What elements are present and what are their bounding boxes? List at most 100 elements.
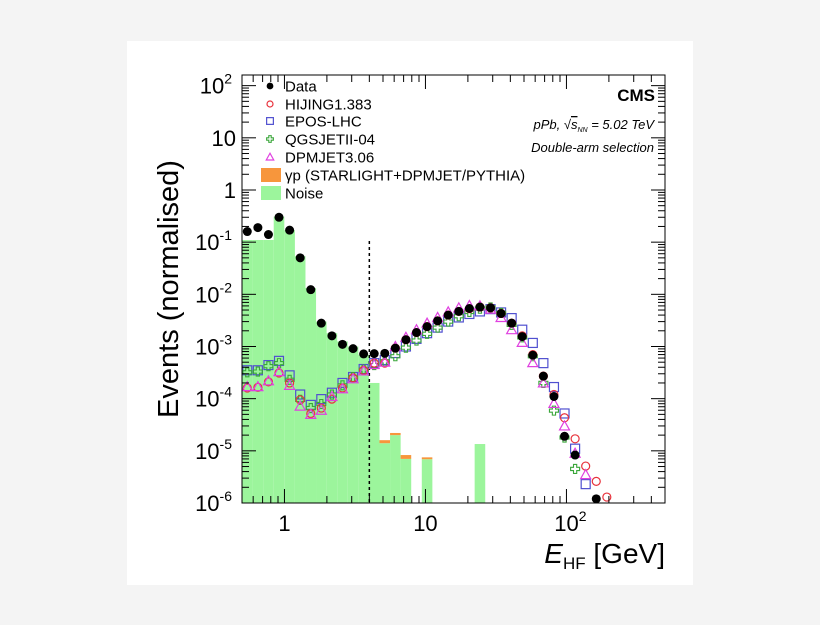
noise-bar <box>379 443 391 503</box>
y-tick-label: 10 <box>212 126 236 151</box>
experiment-label: CMS <box>617 86 655 105</box>
data-point <box>359 349 369 359</box>
noise-bar <box>284 230 295 503</box>
noise-bar <box>294 256 306 503</box>
x-axis-label: EHF [GeV] <box>544 538 665 573</box>
y-tick-label: 1 <box>224 178 236 203</box>
legend-qgsjetii-04-marker <box>266 135 274 143</box>
epos-lhc-point <box>527 337 538 349</box>
data-point <box>253 223 263 233</box>
noise-bar <box>474 444 486 503</box>
qgsjetii-04-point <box>390 351 401 362</box>
ticks: 1 10 102 102 10 1 10-1 10-2 10-3 10-4 10-5 10-6 <box>195 71 666 536</box>
dpmjet3-06-point <box>294 399 307 411</box>
data-point <box>591 494 601 504</box>
y-tick-label: 10-4 <box>195 384 232 412</box>
epos-lhc-point <box>559 408 570 419</box>
dpmjet3-06-point <box>368 358 381 370</box>
dpmjet3-06-point <box>378 355 391 367</box>
data-point <box>507 318 517 328</box>
dpmjet3-06-point <box>547 397 560 409</box>
legend: DataHIJING1.383EPOS-LHCQGSJETII-04DPMJET… <box>261 79 525 203</box>
legend-noise-label: Noise <box>285 186 323 203</box>
dpmjet3-06-point <box>357 364 370 376</box>
y-tick-label: 10-3 <box>195 331 232 359</box>
data-point <box>538 371 548 381</box>
noise-bar <box>421 459 433 503</box>
x-tick-label: 102 <box>554 508 586 536</box>
data-point <box>433 316 443 326</box>
hijing1-383-point <box>380 358 390 368</box>
legend-hijing1-383-marker <box>266 100 274 108</box>
hijing1-383-point <box>295 395 305 405</box>
epos-lhc-point <box>295 389 306 400</box>
data-point <box>570 450 580 460</box>
legend-qgsjetii-04-label: QGSJETII-04 <box>285 132 375 149</box>
noise-bar <box>358 354 369 503</box>
qgsjetii-04-point <box>422 328 433 339</box>
x-tick-label: 10 <box>413 511 437 536</box>
selection-label: Double-arm selection <box>531 140 654 155</box>
data-point <box>475 302 485 312</box>
data-point <box>285 225 295 235</box>
qgsjetii-04-point <box>411 335 422 346</box>
data-point <box>369 349 379 359</box>
noise-bar <box>305 288 317 503</box>
data-point <box>263 230 273 240</box>
data-point <box>348 344 358 354</box>
x-tick-label: 1 <box>278 511 290 536</box>
data-point <box>327 331 337 341</box>
legend-epos-lhc-marker <box>266 117 274 125</box>
epos-lhc-point <box>538 358 549 369</box>
hijing1-383-point <box>602 492 612 502</box>
hijing1-383-point <box>285 378 295 388</box>
dpmjet3-06-point <box>579 468 592 480</box>
epos-lhc-point <box>548 381 560 393</box>
data-point <box>443 310 453 320</box>
dpmjet3-06-point <box>505 323 518 335</box>
markers <box>241 212 612 504</box>
qgsjetii-04-point <box>252 366 263 377</box>
legend-noise-swatch <box>261 186 281 200</box>
qgsjetii-04-point <box>443 316 454 327</box>
data-point <box>337 339 347 349</box>
y-tick-label: 10-1 <box>195 227 232 255</box>
dpmjet3-06-point <box>347 372 360 384</box>
data-point <box>411 328 421 338</box>
y-tick-label: 10-2 <box>195 279 232 307</box>
data-point <box>295 253 305 263</box>
data-point <box>401 335 411 345</box>
qgsjetii-04-point <box>548 405 559 416</box>
noise-bar <box>347 346 359 503</box>
dpmjet3-06-point <box>336 382 349 394</box>
gamma-p-bar <box>390 432 401 436</box>
legend-hijing1-383-label: HIJING1.383 <box>285 97 372 114</box>
plot-frame <box>241 74 666 504</box>
y-tick-label: 10-6 <box>195 488 232 516</box>
noise-bar <box>400 458 412 503</box>
hijing1-383-point <box>253 382 263 392</box>
qgsjetii-04-point <box>273 358 285 369</box>
qgsjetii-04-point <box>263 361 274 372</box>
noise-bar <box>337 341 348 503</box>
data-point <box>560 431 570 441</box>
dpmjet3-06-point <box>283 379 296 390</box>
data-point <box>306 285 316 295</box>
legend-epos-lhc-label: EPOS-LHC <box>285 114 362 131</box>
dpmjet3-06-point <box>251 380 264 392</box>
qgsjetii-04-point <box>242 367 253 378</box>
hijing1-383-point <box>570 434 580 444</box>
legend-data-marker <box>266 82 274 90</box>
legend-dpmjet3-06-label: DPMJET3.06 <box>285 150 374 167</box>
data-point <box>496 308 506 318</box>
data-point <box>528 350 538 360</box>
dpmjet3-06-point <box>272 365 286 377</box>
qgsjetii-04-point <box>326 389 337 400</box>
data-point <box>242 227 252 237</box>
legend-p-starlight-dpmjet-pythia-label: γp (STARLIGHT+DPMJET/PYTHIA) <box>285 168 525 185</box>
histograms <box>241 216 486 503</box>
y-tick-label: 102 <box>200 71 232 99</box>
epos-lhc-point <box>337 377 348 389</box>
y-axis-label: Events (normalised) <box>153 160 185 418</box>
